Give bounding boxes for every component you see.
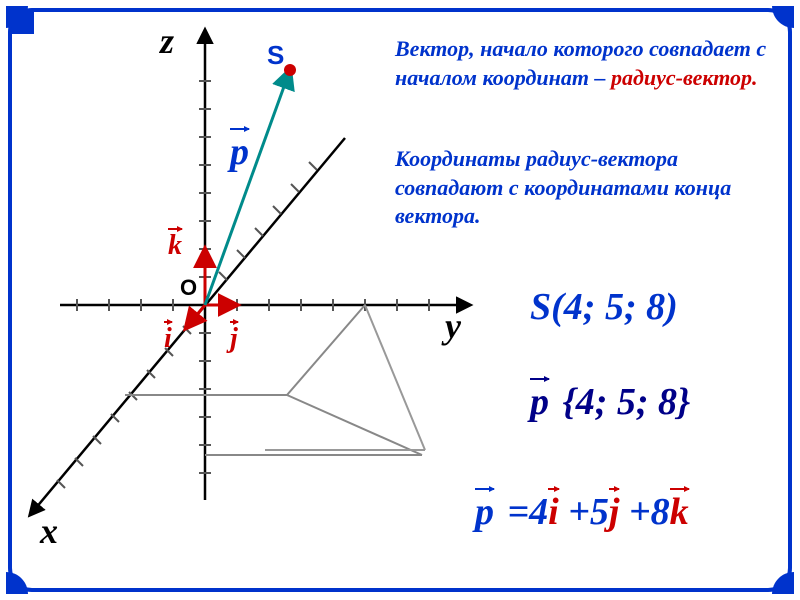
vector-arrow-icon [670,488,689,490]
y-axis-label: y [445,305,461,347]
origin-label: О [180,275,197,301]
corner-decoration [772,572,794,594]
unit-vector-k: k [670,490,689,534]
vector-arrow-icon [548,488,559,490]
vector-coords: p {4; 5; 8} [530,380,690,424]
unit-i-label: i [164,323,172,355]
vector-decomposition: p =4i +5j +8k [475,490,689,534]
vector-arrow-icon [168,228,182,230]
vector-arrow-icon [530,378,549,380]
vector-arrow-icon [230,128,249,130]
corner-decoration [6,572,28,594]
x-axis-label: x [40,510,58,552]
unit-vector-j: j [609,490,620,534]
vector-arrow-icon [609,488,620,490]
decomp-coeff: +5 [559,491,609,533]
vector-arrow-icon [230,321,238,323]
definition-highlight: радиус-вектор. [611,65,758,90]
z-axis-label: z [160,20,174,62]
corner-decoration [772,6,794,28]
unit-j-label: j [230,323,238,355]
vector-set-text: {4; 5; 8} [563,381,691,423]
coordinate-system-diagram [0,0,480,570]
point-s-label: S [267,40,284,71]
decomp-coeff: +8 [619,491,669,533]
decomp-coeff: =4 [508,491,549,533]
vector-p-diagram-label: p [230,130,249,174]
unit-k-label: k [168,230,182,262]
unit-vector-i: i [548,490,559,534]
vector-arrow-icon [164,321,172,323]
point-coordinates: S(4; 5; 8) [530,285,678,329]
vector-p-symbol: p [530,380,549,424]
